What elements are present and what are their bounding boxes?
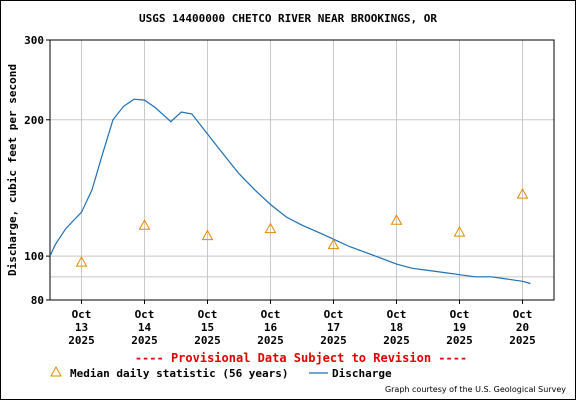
x-tick-day: 20 [516, 321, 529, 334]
x-tick-day: 15 [201, 321, 214, 334]
median-marker [75, 256, 88, 267]
x-tick-month: Oct [261, 308, 281, 321]
y-tick-label: 80 [31, 294, 44, 307]
x-tick-year: 2025 [320, 334, 347, 347]
legend-label-median: Median daily statistic (56 years) [70, 367, 289, 380]
x-tick-year: 2025 [131, 334, 158, 347]
y-tick-label: 200 [24, 114, 44, 127]
x-tick-year: 2025 [509, 334, 536, 347]
y-axis-label: Discharge, cubic feet per second [6, 64, 19, 276]
median-marker [264, 222, 277, 234]
median-marker [516, 188, 529, 199]
x-tick-month: Oct [324, 308, 344, 321]
legend-triangle-icon [50, 365, 62, 377]
x-tick-year: 2025 [194, 334, 221, 347]
legend-label-discharge: Discharge [332, 367, 392, 380]
x-tick-day: 19 [453, 321, 466, 334]
median-marker [138, 219, 151, 230]
median-marker [453, 226, 466, 237]
median-marker [390, 214, 403, 225]
x-tick-day: 17 [327, 321, 340, 334]
credit-text: Graph courtesy of the U.S. Geological Su… [385, 385, 566, 394]
provisional-notice: ---- Provisional Data Subject to Revisio… [135, 351, 467, 365]
x-tick-year: 2025 [68, 334, 95, 347]
x-tick-month: Oct [198, 308, 218, 321]
x-tick-year: 2025 [446, 334, 473, 347]
chart-title: USGS 14400000 CHETCO RIVER NEAR BROOKING… [139, 12, 437, 25]
x-tick-month: Oct [387, 308, 407, 321]
x-tick-year: 2025 [257, 334, 284, 347]
x-tick-month: Oct [72, 308, 92, 321]
x-tick-month: Oct [135, 308, 155, 321]
plot-border [49, 39, 555, 301]
y-axis: 80 100 200 300 [24, 34, 50, 307]
median-marker [201, 229, 214, 241]
x-tick-day: 13 [75, 321, 88, 334]
x-tick-day: 14 [138, 321, 152, 334]
x-tick-day: 16 [264, 321, 278, 334]
x-tick-month: Oct [513, 308, 533, 321]
y-tick-label: 100 [24, 250, 44, 263]
grid-lines [49, 39, 555, 301]
y-tick-label: 300 [24, 34, 44, 47]
discharge-line [49, 98, 531, 285]
plot-area [49, 98, 531, 285]
median-marker [327, 238, 340, 250]
legend: Median daily statistic (56 years) Dischar… [50, 365, 392, 380]
x-axis: Oct132025Oct142025Oct152025Oct162025Oct1… [68, 300, 536, 347]
x-tick-month: Oct [450, 308, 470, 321]
x-tick-year: 2025 [383, 334, 410, 347]
x-tick-day: 18 [390, 321, 403, 334]
